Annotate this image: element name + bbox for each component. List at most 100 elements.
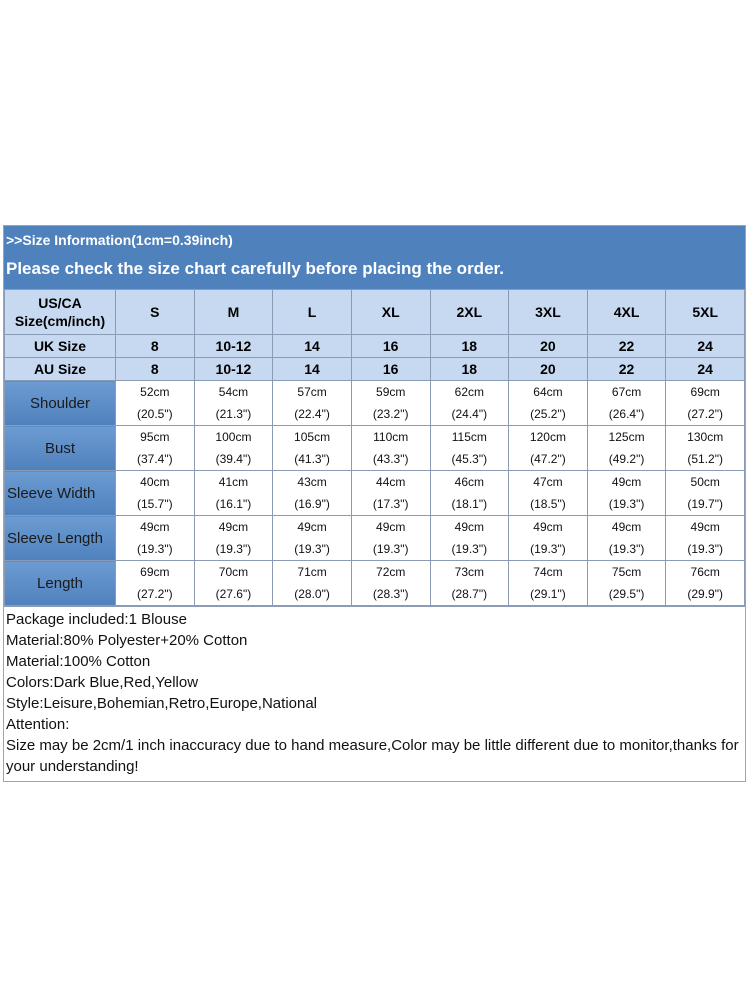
size-cell: XL (350, 289, 431, 335)
inch-value: (45.3") (451, 452, 488, 466)
measurement-row: Sleeve Length 49cm (19.3") 49cm (19.3") 49cm (… (4, 515, 745, 561)
size-cell: M (193, 289, 274, 335)
measurement-cell: 47cm (18.5") (508, 470, 588, 516)
cm-value: 130cm (687, 430, 724, 444)
measurement-cell: 49cm (19.3") (586, 470, 667, 516)
inch-value: (37.4") (137, 452, 173, 466)
inch-value: (25.2") (530, 407, 566, 421)
size-chart: >>Size Information(1cm=0.39inch) Please … (3, 225, 746, 782)
au-size-cell: 14 (272, 357, 352, 381)
cm-value: 74cm (533, 565, 563, 579)
measurement-cell: 49cm (19.3") (508, 515, 588, 561)
cm-value: 64cm (533, 385, 563, 399)
inch-value: (39.4") (215, 452, 252, 466)
size-cell: 4XL (586, 289, 667, 335)
inch-value: (17.3") (372, 497, 409, 511)
cm-value: 49cm (533, 520, 563, 534)
size-header-row: US/CA Size(cm/inch) S M L XL 2XL 3XL 4XL… (4, 289, 745, 335)
cm-value: 49cm (454, 520, 484, 534)
uk-size-cell: 22 (586, 334, 667, 358)
us-ca-size-header: US/CA Size(cm/inch) (4, 289, 116, 335)
cm-value: 67cm (611, 385, 642, 399)
measurement-cell: 69cm (27.2") (665, 380, 745, 426)
cm-value: 49cm (376, 520, 406, 534)
size-unit-label: Size(cm/inch) (14, 313, 106, 329)
inch-value: (19.3") (451, 542, 488, 556)
au-size-cell: 24 (665, 357, 745, 381)
cm-value: 120cm (529, 430, 566, 444)
cm-value: 70cm (218, 565, 249, 579)
measurement-cell: 43cm (16.9") (272, 470, 352, 516)
size-cell: S (115, 289, 195, 335)
uk-size-cell: 8 (115, 334, 195, 358)
measurement-cell: 52cm (20.5") (115, 380, 195, 426)
measurement-cell: 110cm (43.3") (350, 425, 431, 471)
inch-value: (22.4") (294, 407, 330, 421)
uk-size-cell: 10-12 (193, 334, 274, 358)
inch-value: (16.1") (215, 497, 252, 511)
cm-value: 44cm (376, 475, 406, 489)
measurement-cell: 41cm (16.1") (193, 470, 274, 516)
measurement-cell: 67cm (26.4") (586, 380, 667, 426)
inch-value: (18.1") (451, 497, 488, 511)
inch-value: (27.6") (215, 587, 252, 601)
size-cell: 5XL (665, 289, 745, 335)
measurement-cell: 72cm (28.3") (350, 560, 431, 606)
inch-value: (19.3") (294, 542, 330, 556)
inch-value: (19.3") (215, 542, 252, 556)
uk-size-label: UK Size (4, 334, 116, 358)
inch-value: (28.3") (372, 587, 409, 601)
measurement-cell: 40cm (15.7") (115, 470, 195, 516)
measurement-label: Sleeve Width (4, 470, 116, 516)
cm-value: 54cm (218, 385, 249, 399)
au-size-cell: 16 (350, 357, 431, 381)
measurement-cell: 49cm (19.3") (272, 515, 352, 561)
measurement-row: Length 69cm (27.2") 70cm (27.6") 71cm (28.0") 7… (4, 560, 745, 606)
measurement-label: Length (4, 560, 116, 606)
measurement-label: Bust (4, 425, 116, 471)
inch-value: (27.2") (687, 407, 723, 421)
uk-size-cell: 18 (429, 334, 510, 358)
cm-value: 115cm (451, 430, 487, 444)
measurement-cell: 120cm (47.2") (508, 425, 588, 471)
inch-value: (43.3") (372, 452, 409, 466)
us-ca-label: US/CA (38, 295, 82, 311)
au-size-cell: 22 (586, 357, 667, 381)
measurement-cell: 59cm (23.2") (350, 380, 431, 426)
measurement-cell: 49cm (19.3") (586, 515, 667, 561)
measurement-cell: 75cm (29.5") (586, 560, 667, 606)
cm-value: 41cm (218, 475, 249, 489)
size-check-notice: Please check the size chart carefully be… (6, 259, 504, 278)
cm-value: 105cm (294, 430, 331, 444)
measurement-row: Sleeve Width 40cm (15.7") 41cm (16.1") 43cm (1… (4, 470, 745, 516)
inch-value: (19.3") (530, 542, 566, 556)
uk-size-cell: 16 (350, 334, 431, 358)
inch-value: (19.3") (608, 497, 645, 511)
cm-value: 73cm (454, 565, 484, 579)
measurement-cell: 57cm (22.4") (272, 380, 352, 426)
size-table: US/CA Size(cm/inch) S M L XL 2XL 3XL 4XL… (4, 289, 745, 606)
inch-value: (19.7") (687, 497, 723, 511)
cm-value: 47cm (533, 475, 563, 489)
size-info-banner: >>Size Information(1cm=0.39inch) Please … (4, 226, 745, 289)
measurement-cell: 49cm (19.3") (665, 515, 745, 561)
cm-value: 76cm (690, 565, 720, 579)
measurement-row: Shoulder 52cm (20.5") 54cm (21.3") 57cm (22.4"… (4, 380, 745, 426)
measurement-row: Bust 95cm (37.4") 100cm (39.4") 105cm (41.3") 1… (4, 425, 745, 471)
uk-size-cell: 24 (665, 334, 745, 358)
cm-value: 50cm (690, 475, 720, 489)
inch-value: (47.2") (530, 452, 566, 466)
cm-value: 52cm (140, 385, 170, 399)
measurement-cell: 130cm (51.2") (665, 425, 745, 471)
measurement-cell: 95cm (37.4") (115, 425, 195, 471)
measurement-cell: 46cm (18.1") (429, 470, 510, 516)
cm-value: 49cm (611, 520, 642, 534)
uk-size-cell: 14 (272, 334, 352, 358)
au-size-cell: 20 (508, 357, 588, 381)
measurement-cell: 71cm (28.0") (272, 560, 352, 606)
uk-size-row: UK Size 8 10-12 14 16 18 20 22 24 (4, 334, 745, 358)
measurement-label: Sleeve Length (4, 515, 116, 561)
uk-size-cell: 20 (508, 334, 588, 358)
au-size-row: AU Size 8 10-12 14 16 18 20 22 24 (4, 357, 745, 381)
cm-value: 46cm (454, 475, 484, 489)
